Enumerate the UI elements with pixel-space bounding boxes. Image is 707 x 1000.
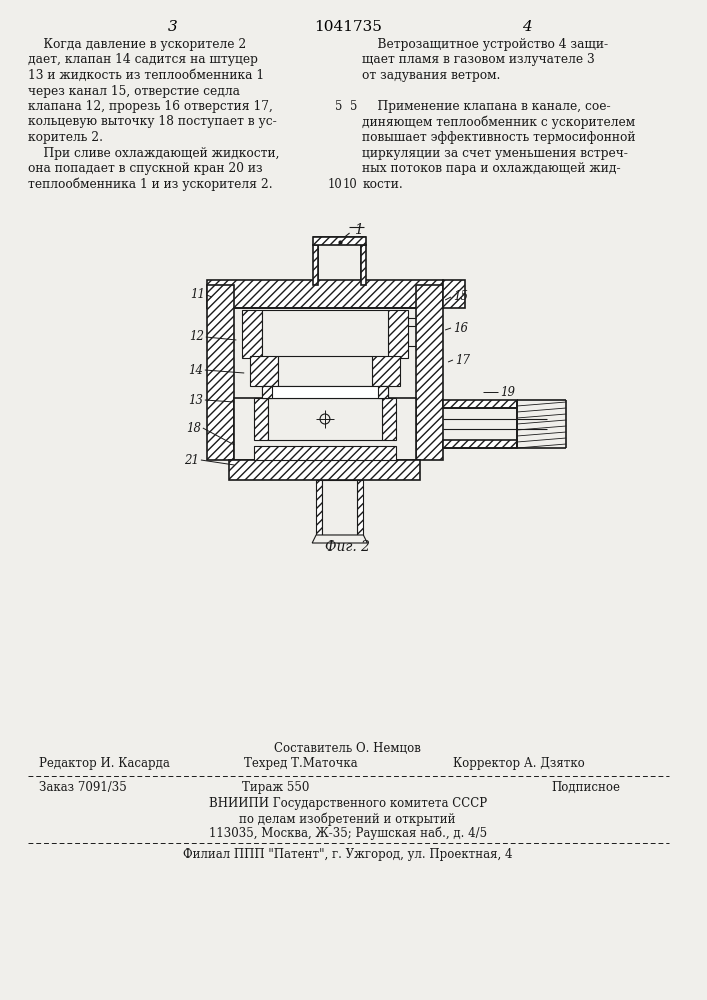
Text: Филиал ППП "Патент", г. Ужгород, ул. Проектная, 4: Филиал ППП "Патент", г. Ужгород, ул. Про… [183,848,513,861]
Bar [254,446,396,460]
Text: Ветрозащитное устройство 4 защи-: Ветрозащитное устройство 4 защи- [363,38,609,51]
Text: Корректор А. Дзятко: Корректор А. Дзятко [453,757,585,770]
Polygon shape [312,535,368,543]
Text: Редактор И. Касарда: Редактор И. Касарда [40,757,170,770]
Bar [358,480,363,535]
Text: 3: 3 [168,20,177,34]
Bar [382,398,396,440]
Text: 12: 12 [189,330,204,344]
Text: 10: 10 [328,178,343,190]
Text: Фиг. 2: Фиг. 2 [325,540,370,554]
Text: она попадает в спускной кран 20 из: она попадает в спускной кран 20 из [28,162,262,175]
Text: Заказ 7091/35: Заказ 7091/35 [40,781,127,794]
Text: При сливе охлаждающей жидкости,: При сливе охлаждающей жидкости, [28,146,279,159]
Text: дает, клапан 14 садится на штуцер: дает, клапан 14 садится на штуцер [28,53,257,66]
Bar [268,398,382,440]
Bar [378,386,388,398]
Bar [313,237,366,245]
Text: Подписное: Подписное [551,781,621,794]
Text: 17: 17 [455,354,470,366]
Text: кольцевую выточку 18 поступает в ус-: кольцевую выточку 18 поступает в ус- [28,115,276,128]
Text: повышает эффективность термосифонной: повышает эффективность термосифонной [363,131,636,144]
Text: 113035, Москва, Ж-35; Раушская наб., д. 4/5: 113035, Москва, Ж-35; Раушская наб., д. … [209,827,486,840]
Bar [443,440,517,448]
Text: Применение клапана в канале, сое-: Применение клапана в канале, сое- [363,100,611,113]
Text: 11: 11 [190,288,205,302]
Text: Техред Т.Маточка: Техред Т.Маточка [244,757,358,770]
Text: 16: 16 [453,322,468,334]
Text: Тираж 550: Тираж 550 [242,781,310,794]
Bar [443,280,464,308]
Bar [443,408,517,440]
Text: 15: 15 [453,290,468,304]
Bar [243,310,262,358]
Bar [416,285,443,460]
Text: 13 и жидкость из теплообменника 1: 13 и жидкость из теплообменника 1 [28,69,264,82]
Bar [373,356,400,386]
Text: Когда давление в ускорителе 2: Когда давление в ускорителе 2 [28,38,246,51]
Bar [207,280,443,308]
Text: теплообменника 1 и из ускорителя 2.: теплообменника 1 и из ускорителя 2. [28,178,272,191]
Text: от задувания ветром.: от задувания ветром. [363,69,501,82]
Bar [250,356,278,386]
Text: 5: 5 [335,100,343,113]
Bar [322,480,358,535]
Bar [443,400,517,408]
Text: щает пламя в газовом излучателе 3: щает пламя в газовом излучателе 3 [363,53,595,66]
Bar [262,310,388,358]
Text: 21: 21 [184,454,199,466]
Text: 18: 18 [186,422,201,434]
Text: 4: 4 [522,20,532,34]
Text: по делам изобретений и открытий: по делам изобретений и открытий [240,812,456,826]
Bar [230,460,421,480]
Text: 19: 19 [501,385,515,398]
Bar [313,245,318,285]
Bar [318,245,361,285]
Text: диняющем теплообменник с ускорителем: диняющем теплообменник с ускорителем [363,115,636,129]
Text: 13: 13 [188,393,203,406]
Bar [316,480,322,535]
Text: кости.: кости. [363,178,403,190]
Text: 1041735: 1041735 [314,20,382,34]
Bar [361,245,366,285]
Text: 5: 5 [350,100,358,113]
Text: 14: 14 [188,363,203,376]
Text: циркуляции за счет уменьшения встреч-: циркуляции за счет уменьшения встреч- [363,146,629,159]
Bar [388,310,408,358]
Text: клапана 12, прорезь 16 отверстия 17,: клапана 12, прорезь 16 отверстия 17, [28,100,272,113]
Circle shape [320,414,330,424]
Bar [254,398,268,440]
Bar [207,285,235,460]
Text: коритель 2.: коритель 2. [28,131,103,144]
Text: Составитель О. Немцов: Составитель О. Немцов [274,742,421,755]
Bar [235,398,416,460]
Bar [278,356,373,386]
Bar [262,386,271,398]
Text: ВНИИПИ Государственного комитета СССР: ВНИИПИ Государственного комитета СССР [209,797,486,810]
Text: через канал 15, отверстие седла: через канал 15, отверстие седла [28,85,240,98]
Bar [262,386,388,398]
Text: 1: 1 [354,223,363,237]
Text: ных потоков пара и охлаждающей жид-: ных потоков пара и охлаждающей жид- [363,162,621,175]
Text: 10: 10 [343,178,358,190]
